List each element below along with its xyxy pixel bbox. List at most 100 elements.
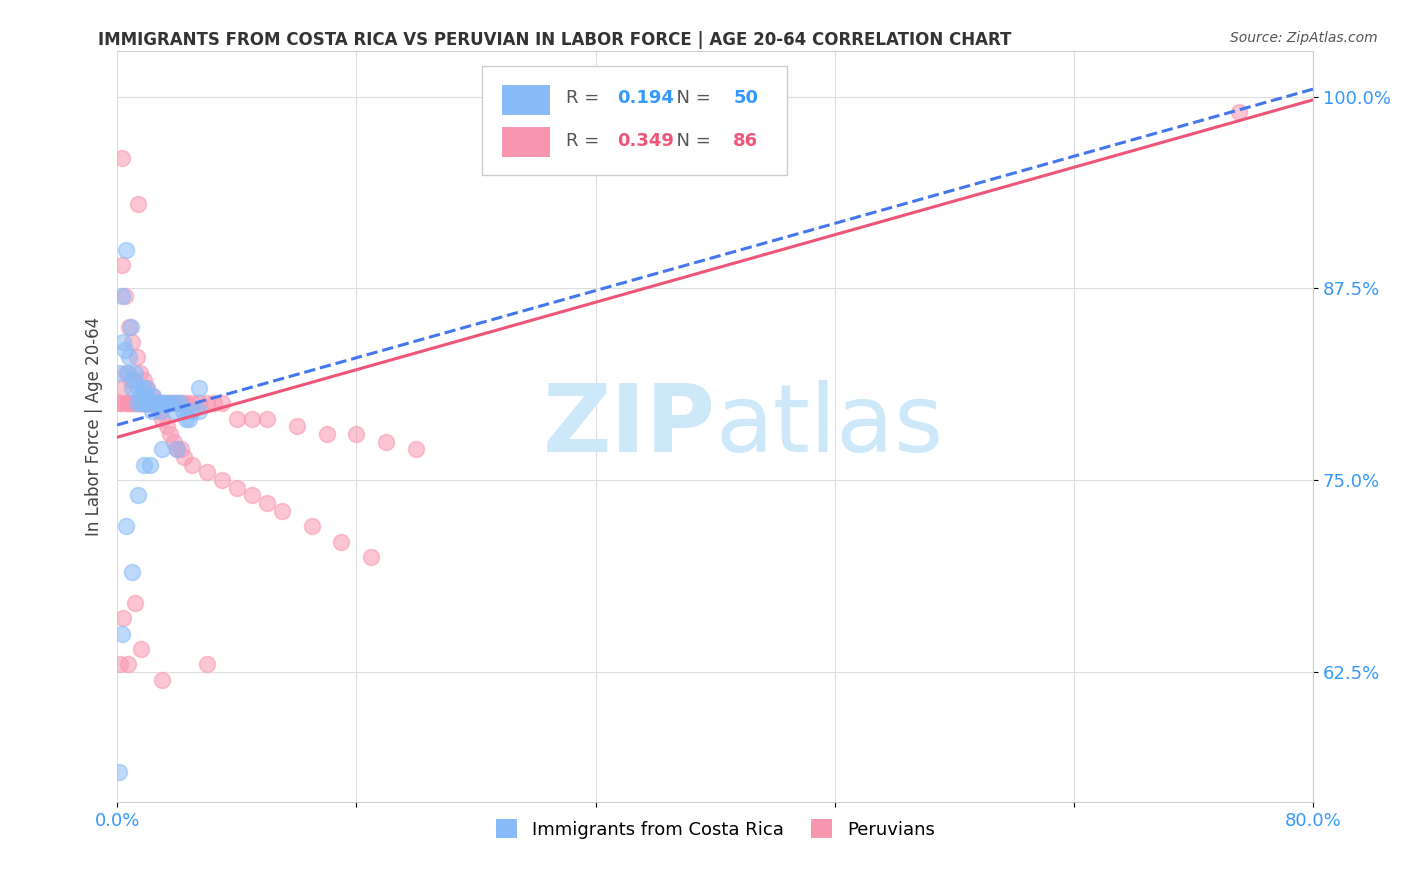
Point [118,396,141,410]
Text: R =: R = [565,89,605,107]
Point [131,396,153,410]
Legend: Immigrants from Costa Rica, Peruvians: Immigrants from Costa Rica, Peruvians [488,812,942,846]
Point [128,389,150,403]
Point [139,458,162,472]
Y-axis label: In Labor Force | Age 20-64: In Labor Force | Age 20-64 [86,317,103,536]
Point [108,657,131,672]
Point [107,764,129,779]
Point [256,496,278,510]
Point [173,450,195,465]
Point [132,374,155,388]
Point [153,396,176,410]
Point [108,396,131,410]
Point [157,396,180,410]
Text: R =: R = [565,132,605,150]
Point [169,396,191,410]
Point [150,396,173,410]
Text: ZIP: ZIP [543,381,716,473]
Point [124,366,146,380]
Point [174,396,197,410]
Point [1227,105,1250,120]
Point [174,412,197,426]
Point [143,396,166,410]
Point [127,381,149,395]
Point [211,473,233,487]
Point [172,396,194,410]
Point [150,673,173,687]
Point [121,396,143,410]
Point [145,396,167,410]
Point [159,427,181,442]
Point [146,396,169,410]
Point [148,396,170,410]
Text: Source: ZipAtlas.com: Source: ZipAtlas.com [1230,31,1378,45]
Point [117,396,139,410]
Point [112,335,135,350]
Point [240,488,263,502]
Point [211,396,233,410]
Point [169,396,191,410]
Point [150,442,173,457]
Point [163,404,186,418]
Point [132,458,155,472]
Point [177,412,200,426]
Point [240,412,263,426]
Point [114,289,136,303]
Point [143,396,166,410]
Point [125,396,148,410]
Point [172,404,194,418]
Point [132,396,155,410]
Point [121,381,143,395]
Point [181,396,204,410]
Point [115,366,138,380]
Point [155,419,177,434]
Point [195,396,218,410]
Point [127,488,149,502]
Point [115,243,138,257]
Point [344,427,367,442]
Point [153,396,176,410]
Point [141,396,163,410]
Point [138,396,160,410]
Point [117,366,139,380]
FancyBboxPatch shape [482,66,787,175]
Point [107,396,129,410]
Point [360,549,382,564]
Point [160,396,183,410]
Point [181,458,204,472]
Point [139,396,162,410]
Point [121,565,143,579]
Point [225,481,247,495]
Point [285,419,308,434]
Text: 50: 50 [733,89,758,107]
Point [195,466,218,480]
Point [135,396,157,410]
Point [330,534,353,549]
Point [118,351,141,365]
Point [125,351,148,365]
Point [163,434,186,449]
Point [166,442,188,457]
Point [135,381,157,395]
Point [148,404,170,418]
Point [112,611,135,625]
Point [195,657,218,672]
Point [148,396,170,410]
Point [301,519,323,533]
Point [149,404,172,418]
Text: atlas: atlas [716,381,943,473]
Point [142,396,165,410]
Point [170,442,193,457]
Text: IMMIGRANTS FROM COSTA RICA VS PERUVIAN IN LABOR FORCE | AGE 20-64 CORRELATION CH: IMMIGRANTS FROM COSTA RICA VS PERUVIAN I… [98,31,1012,49]
Point [375,434,398,449]
FancyBboxPatch shape [502,85,550,114]
Point [141,389,163,403]
Point [108,366,131,380]
Point [188,381,211,395]
Point [117,657,139,672]
Point [132,396,155,410]
Point [114,343,136,357]
Point [122,374,145,388]
Point [120,374,142,388]
Point [111,259,134,273]
